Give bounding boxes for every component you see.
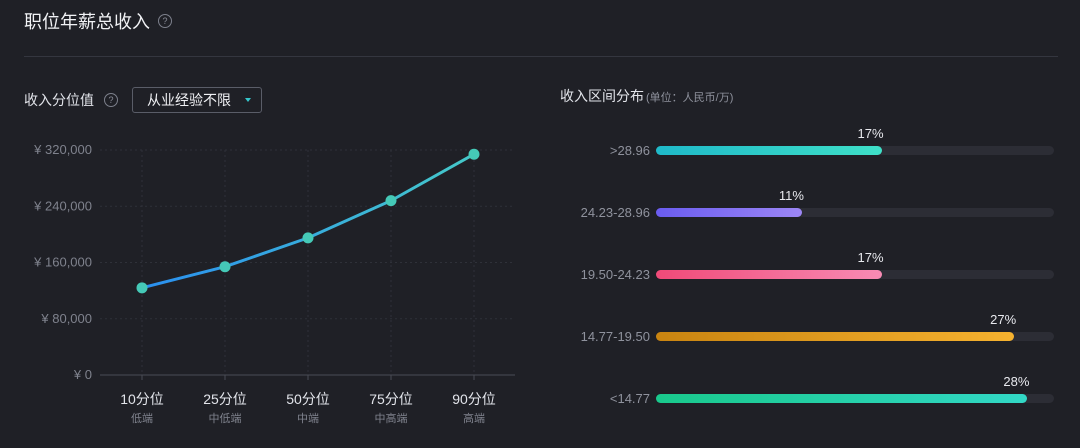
bar-row: >28.96 17%	[550, 120, 1060, 182]
bar-category-label: 14.77-19.50	[580, 329, 650, 344]
data-point[interactable]	[136, 282, 148, 294]
bar-track: 27%	[656, 312, 1054, 341]
bar-fill[interactable]	[656, 270, 882, 279]
x-tick-sublabel: 高端	[463, 411, 485, 425]
data-point[interactable]	[302, 232, 314, 244]
distribution-header: 收入区间分布 (单位：人民币/万)	[560, 86, 733, 106]
bar-fill[interactable]	[656, 394, 1028, 403]
bar-track: 28%	[656, 374, 1054, 403]
bar-row: 19.50-24.23 17%	[550, 244, 1060, 306]
data-point[interactable]	[385, 195, 397, 207]
bar-row: <14.77 28%	[550, 368, 1060, 430]
chart-section-title: 职位年薪总收入 ?	[24, 8, 172, 34]
x-tick-sublabel: 中高端	[375, 411, 408, 425]
data-point[interactable]	[468, 148, 480, 160]
bar-category-label: 19.50-24.23	[580, 267, 650, 282]
bar-fill[interactable]	[656, 332, 1015, 341]
bar-row: 24.23-28.96 11%	[550, 182, 1060, 244]
y-tick-label: ¥ 240,000	[33, 198, 92, 213]
bar-category-label: >28.96	[609, 143, 650, 158]
experience-dropdown[interactable]: 从业经验不限	[132, 87, 262, 113]
bar-fill[interactable]	[656, 208, 802, 217]
distribution-title: 收入区间分布	[560, 88, 644, 104]
x-tick-sublabel: 中低端	[209, 412, 242, 425]
x-tick-label: 25分位	[203, 391, 247, 407]
help-icon[interactable]: ?	[104, 93, 118, 107]
x-tick-label: 75分位	[369, 391, 413, 407]
y-tick-label: ¥ 320,000	[33, 142, 92, 157]
y-tick-label: ¥ 80,000	[40, 311, 92, 326]
divider	[24, 56, 1058, 57]
bar-value-label: 11%	[778, 188, 804, 203]
x-tick-label: 10分位	[120, 391, 164, 407]
bar-track: 17%	[656, 126, 1054, 155]
x-tick-label: 50分位	[286, 391, 330, 407]
help-icon[interactable]: ?	[158, 14, 172, 28]
bar-value-label: 17%	[857, 250, 884, 265]
percentile-header: 收入分位值 ? 从业经验不限	[24, 86, 262, 114]
bar-track: 17%	[656, 250, 1054, 279]
caret-down-icon	[245, 98, 251, 102]
page-title: 职位年薪总收入	[24, 12, 150, 32]
data-point[interactable]	[219, 261, 231, 273]
experience-dropdown-value: 从业经验不限	[147, 92, 231, 108]
x-tick-sublabel: 低端	[131, 412, 153, 425]
y-tick-label: ¥ 0	[73, 367, 92, 382]
x-tick-sublabel: 中端	[297, 412, 319, 425]
bar-value-label: 17%	[857, 126, 884, 141]
bar-value-label: 27%	[990, 312, 1017, 327]
distribution-bar-chart: >28.96 17% 24.23-28.96 11% 19.50-24.23 17% 14.…	[550, 120, 1060, 430]
bar-value-label: 28%	[1003, 374, 1030, 389]
bar-category-label: 24.23-28.96	[580, 205, 650, 220]
percentile-label: 收入分位值	[24, 92, 94, 108]
distribution-unit: (单位：人民币/万)	[646, 92, 734, 104]
bar-row: 14.77-19.50 27%	[550, 306, 1060, 368]
percentile-line-chart: ¥ 320,000 ¥ 240,000 ¥ 160,000 ¥ 80,000 ¥ 0 1…	[33, 142, 515, 425]
x-tick-label: 90分位	[452, 391, 496, 407]
bar-fill[interactable]	[656, 146, 882, 155]
y-tick-label: ¥ 160,000	[33, 255, 92, 270]
bar-track: 11%	[656, 188, 1054, 217]
bar-category-label: <14.77	[609, 391, 650, 406]
